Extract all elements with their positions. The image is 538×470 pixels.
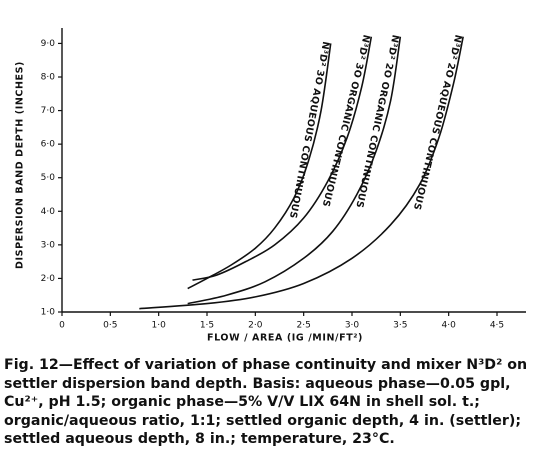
x-tick-label: 2·0: [248, 321, 263, 331]
curve: [139, 36, 464, 310]
y-tick-label: 4·0: [41, 207, 56, 217]
y-tick-label: 3·0: [41, 240, 56, 250]
y-axis-title: DISPERSION BAND DEPTH (INCHES): [15, 61, 26, 269]
y-tick-label: 9·0: [41, 39, 56, 49]
x-tick-label: 1·5: [200, 321, 214, 331]
y-tick-label: 8·0: [41, 73, 56, 83]
curve: [187, 36, 402, 305]
curve: [192, 36, 373, 281]
y-tick-label: 5·0: [41, 173, 56, 183]
curve: [187, 43, 332, 290]
x-tick-label: 4·5: [490, 321, 504, 331]
x-tick-label: 4·0: [442, 321, 457, 331]
figure-caption: Fig. 12—Effect of variation of phase con…: [4, 357, 528, 447]
x-tick-label: 3·0: [345, 321, 360, 331]
x-tick-label: 2·5: [297, 321, 311, 331]
x-tick-label: 0·5: [103, 321, 117, 331]
y-tick-label: 6·0: [41, 140, 56, 150]
x-tick-label: 1·0: [152, 321, 167, 331]
x-axis-title: FLOW / AREA (IG /MIN/FT²): [207, 333, 363, 344]
y-tick-label: 7·0: [41, 106, 56, 116]
y-tick-label: 2·0: [41, 274, 56, 284]
y-tick-label: 1·0: [41, 308, 56, 318]
series-label: N³D² 2O AQUEOUS CONTINUOUS: [411, 33, 464, 211]
x-tick-label: 3·5: [393, 321, 407, 331]
chart: DISPERSION BAND DEPTH (INCHES) FLOW / AR…: [15, 28, 526, 344]
x-tick-label: 0: [59, 321, 65, 331]
